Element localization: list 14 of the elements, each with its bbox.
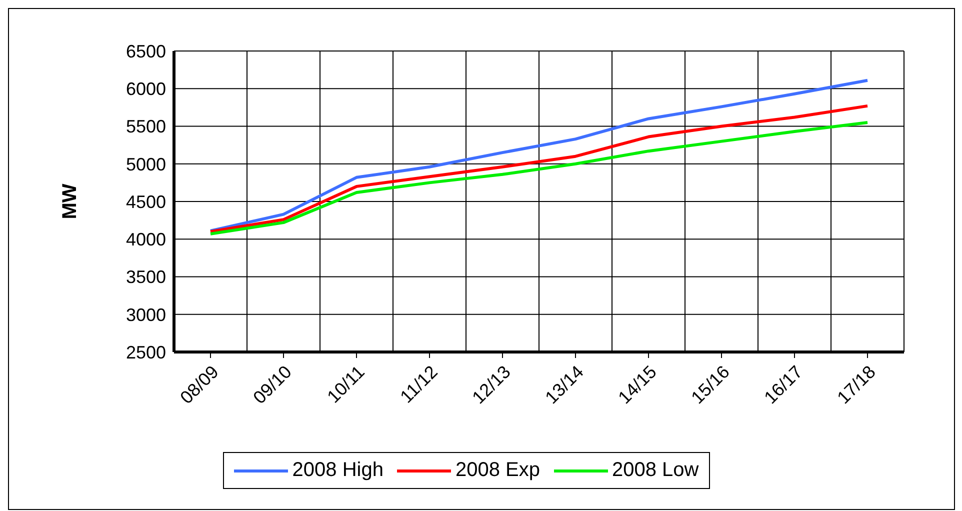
y-tick-label: 3000 (126, 304, 166, 325)
legend-label: 2008 Low (612, 459, 699, 482)
y-tick-label: 6500 (126, 41, 166, 62)
line-series (209, 78, 869, 232)
y-tick-label: 5500 (126, 116, 166, 137)
y-tick-label: 3500 (126, 267, 166, 288)
y-tick-label: 4000 (126, 230, 166, 250)
legend-label: 2008 Exp (455, 459, 540, 482)
y-tick-label: 6000 (126, 79, 166, 100)
y-tick-label: 5000 (126, 154, 166, 174)
legend-label: 2008 High (292, 459, 384, 482)
y-tick-label: 2500 (126, 342, 166, 362)
y-tick-label: 4500 (126, 192, 166, 212)
y-axis-title: MW (59, 184, 82, 220)
